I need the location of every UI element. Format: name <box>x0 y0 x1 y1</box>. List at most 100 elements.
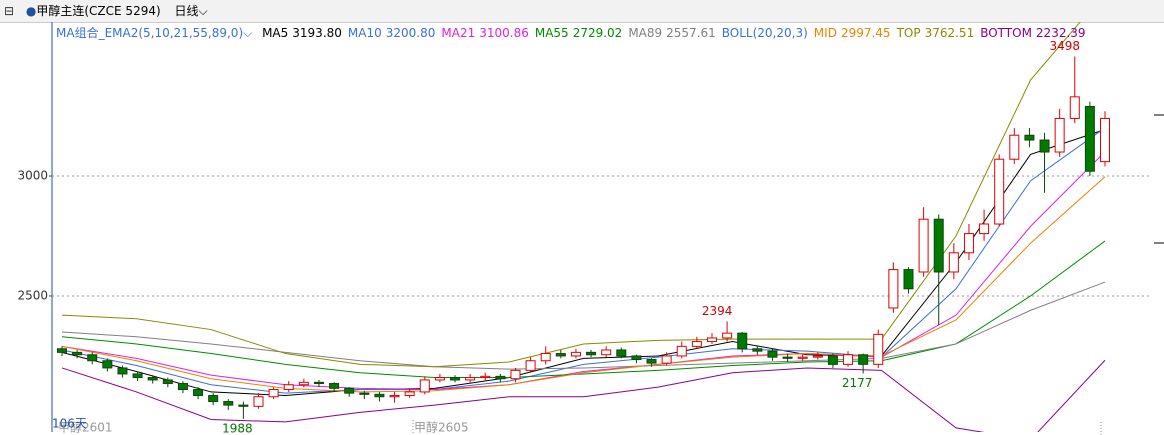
candle-body <box>858 354 869 365</box>
x-label: 甲醇2601 <box>58 420 113 435</box>
candle-body <box>994 158 1005 225</box>
candle-body <box>419 379 430 393</box>
legend-value: 3762.51 <box>924 26 975 40</box>
candle-body <box>1039 139 1050 153</box>
candle-body <box>253 396 264 407</box>
legend-value: 2729.02 <box>572 26 623 40</box>
candle-body <box>979 223 990 235</box>
candle-body <box>676 345 687 357</box>
indicator-line <box>61 151 1106 391</box>
legend-name: MID <box>813 26 837 40</box>
legend-value: 2232.39 <box>1035 26 1086 40</box>
legend-value: 2997.45 <box>840 26 891 40</box>
candle-body <box>1069 96 1080 119</box>
candle-body <box>404 391 415 397</box>
candle-body <box>555 353 566 357</box>
candle-body <box>782 356 793 359</box>
candle-body <box>510 369 521 380</box>
candle-body <box>450 377 461 381</box>
candle-body <box>268 389 279 398</box>
candle-body <box>1024 134 1035 141</box>
candle-body <box>888 269 899 309</box>
candle-body <box>1084 105 1095 172</box>
candle-body <box>132 373 143 379</box>
candle-body <box>359 392 370 395</box>
candle-body <box>87 354 98 362</box>
candle-body <box>208 395 219 403</box>
candle-body <box>1009 134 1020 160</box>
indicator-line <box>61 127 1106 394</box>
legend-name: MA55 <box>534 26 569 40</box>
x-label: 106天 <box>52 417 87 431</box>
candle-body <box>963 233 974 254</box>
candle-body <box>525 360 536 371</box>
candle-body <box>903 269 914 290</box>
legend-name: MA10 <box>347 26 382 40</box>
candle-body <box>223 401 234 406</box>
candle-body <box>540 353 551 362</box>
candle-body <box>480 375 491 379</box>
candle-body <box>601 349 612 356</box>
chevron[interactable]: ⌵ <box>243 26 253 40</box>
indicator-group[interactable]: MA组合_EMA2(5,10,21,55,89,0) <box>56 26 244 40</box>
legend-name: MA89 <box>628 26 663 40</box>
candle-body <box>631 355 642 361</box>
indicator-line <box>61 281 1106 370</box>
candle-body <box>933 218 944 273</box>
menu-icon[interactable]: ⊟ <box>4 4 15 18</box>
candle-body <box>586 351 597 356</box>
legend-value: 3100.86 <box>479 26 529 40</box>
candle-body <box>344 387 355 394</box>
legend-name: MA21 <box>441 26 476 40</box>
candle-body <box>57 348 67 353</box>
legend-value: 2557.61 <box>666 26 716 40</box>
y-tick-label: 2500 <box>17 288 48 302</box>
high-label: 2394 <box>702 304 733 318</box>
boll-label: BOLL(20,20,3) <box>721 26 808 40</box>
candle-body <box>616 349 627 357</box>
candle-body <box>1100 117 1110 163</box>
indicator-line <box>61 176 1106 393</box>
candle-body <box>767 350 778 358</box>
legend-name: BOTTOM <box>980 26 1032 40</box>
candle-body <box>570 351 581 357</box>
candle-body <box>843 354 854 365</box>
legend-name: MA5 <box>262 26 289 40</box>
indicator-line <box>61 359 1106 432</box>
toolbar: ⊟ ●甲醇主连(CZCE 5294) 日线⌵ <box>0 0 1164 23</box>
indicator-line <box>61 129 1106 397</box>
candle-body <box>465 377 476 381</box>
indicator-line <box>61 22 1081 368</box>
candle-body <box>827 355 838 365</box>
y-tick-label: 3000 <box>17 169 48 183</box>
indicator-line <box>61 240 1106 379</box>
candle-body <box>706 337 717 343</box>
legend-name: TOP <box>896 26 921 40</box>
candle-body <box>722 332 733 339</box>
candle-body <box>117 367 128 375</box>
candle-body <box>238 404 249 407</box>
candle-body <box>313 381 324 385</box>
candle-body <box>812 355 823 358</box>
candle-body <box>434 377 445 381</box>
candle-body <box>646 359 657 364</box>
candle-body <box>1054 117 1065 153</box>
candle-body <box>873 333 884 365</box>
candle-body <box>177 383 188 391</box>
symbol[interactable]: 甲醇主连(CZCE 5294) <box>36 4 161 18</box>
candle-body <box>797 356 808 359</box>
period[interactable]: 日线 <box>174 4 199 18</box>
chevron[interactable]: ⌵ <box>198 4 208 18</box>
candle-body <box>948 252 959 273</box>
candle-body <box>283 384 294 391</box>
candle-body <box>374 393 385 398</box>
candle-body <box>329 383 340 389</box>
candle-body <box>918 218 929 273</box>
legend: MA组合_EMA2(5,10,21,55,89,0)⌵ MA5 3193.80 MA… <box>56 24 1092 41</box>
candle-body <box>661 355 672 364</box>
candle-body <box>72 351 83 356</box>
candle-body <box>495 375 506 380</box>
candle-body <box>389 395 400 398</box>
